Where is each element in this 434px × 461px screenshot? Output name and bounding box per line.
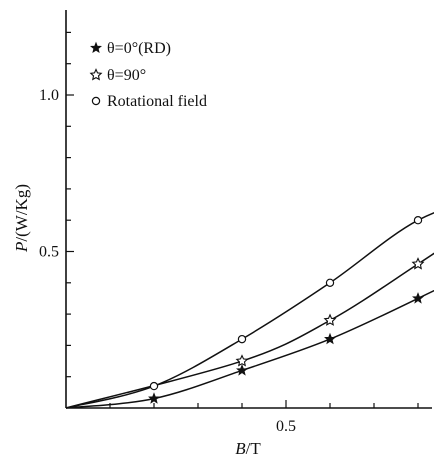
data-point <box>325 278 335 287</box>
legend-entry-series-2: Rotational field <box>91 93 207 110</box>
open-star-marker <box>323 313 337 326</box>
data-point <box>237 334 247 344</box>
series-0-line <box>65 289 434 409</box>
filled-star-marker <box>90 41 102 54</box>
x-tick-label: 0.5 <box>276 418 296 435</box>
legend-marker-filled-star <box>90 41 102 54</box>
x-axis-label: B/T <box>235 439 261 458</box>
axes <box>65 10 432 409</box>
legend-label: Rotational field <box>107 93 207 110</box>
open-circle-marker <box>149 381 159 391</box>
legend-label: θ=90° <box>107 67 146 84</box>
open-circle-marker <box>413 215 423 225</box>
data-point <box>411 257 425 270</box>
open-circle-marker <box>237 334 247 344</box>
filled-star-marker <box>324 332 336 345</box>
data-point <box>148 392 160 404</box>
data-point <box>413 215 423 225</box>
markers <box>148 215 425 404</box>
y-tick-label: 0.5 <box>39 244 59 261</box>
open-star-marker <box>235 354 249 367</box>
data-point <box>323 313 337 326</box>
data-point <box>236 364 248 376</box>
legend: θ=0°(RD) θ=90° Rotational field <box>89 40 207 110</box>
tick-labels: 0.51.01.50.51.0 <box>39 87 296 435</box>
legend-label: θ=0°(RD) <box>107 40 171 57</box>
data-point <box>235 354 249 367</box>
open-star-marker <box>89 68 103 81</box>
data-point <box>412 292 424 304</box>
series-2-line <box>65 212 434 409</box>
data-point <box>324 332 336 345</box>
legend-entry-series-0: θ=0°(RD) <box>90 40 171 57</box>
open-star-marker <box>411 257 425 270</box>
filled-star-marker <box>236 364 248 376</box>
open-circle-marker <box>91 96 101 106</box>
filled-star-marker <box>148 392 160 404</box>
y-axis-label: P/(W/Kg) <box>12 184 31 253</box>
filled-star-marker <box>412 292 424 304</box>
y-tick-label: 1.0 <box>39 87 59 104</box>
legend-marker-open-circle <box>91 96 101 106</box>
legend-marker-open-star <box>89 68 103 81</box>
legend-entry-series-1: θ=90° <box>89 67 146 84</box>
open-circle-marker <box>325 278 335 287</box>
data-point <box>149 381 159 391</box>
